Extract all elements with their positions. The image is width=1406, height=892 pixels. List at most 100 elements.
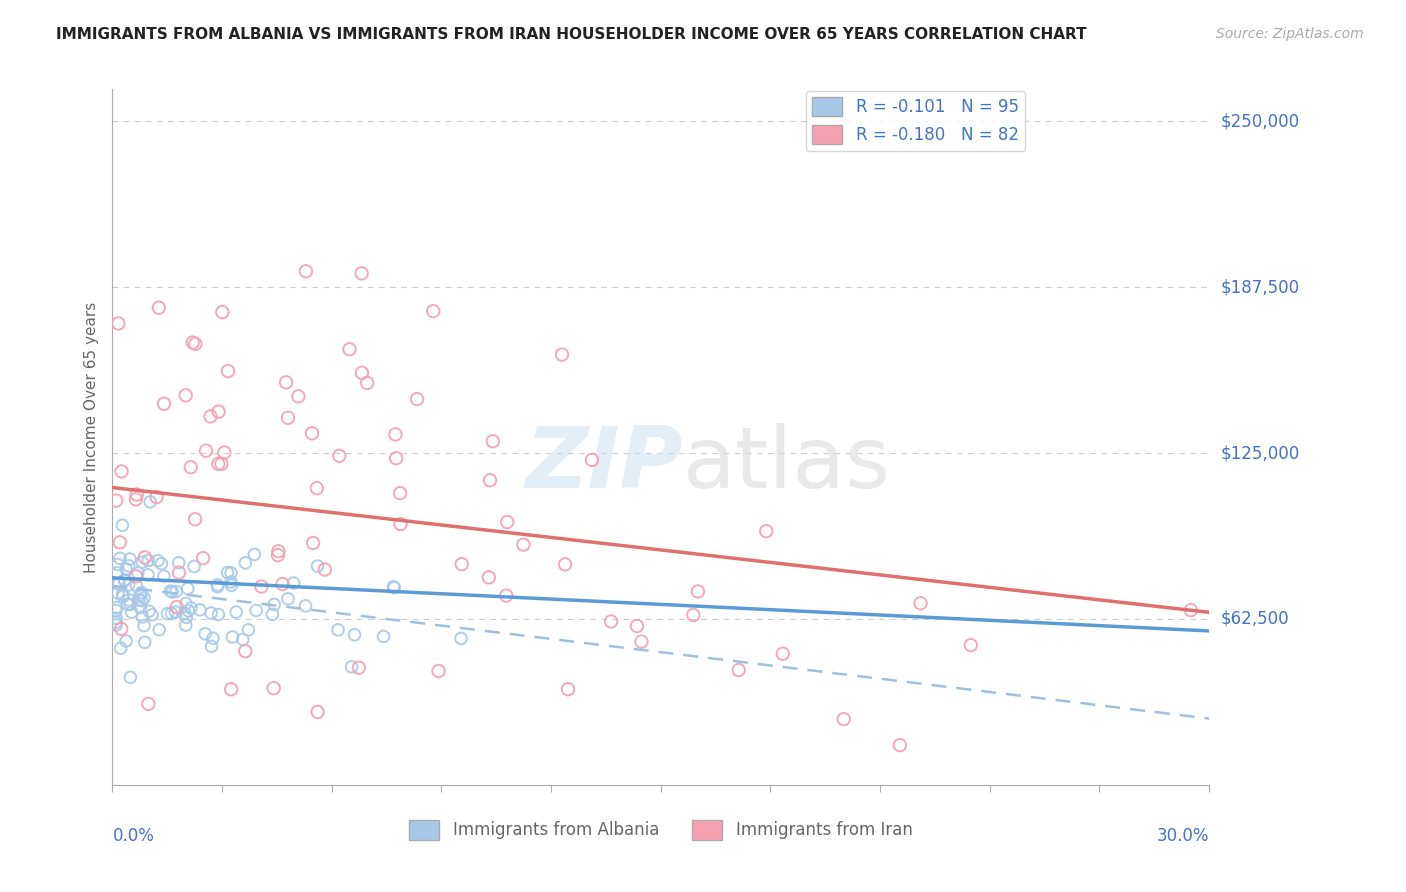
Point [127,566,149,580]
Point [235,556,257,570]
Point [167,556,190,570]
Point [131,555,153,569]
Point [177,582,200,596]
Point [384,427,406,442]
Point [134,635,156,649]
Point [166,600,188,615]
Point [129,600,152,615]
Point [233,644,256,658]
Point [114,573,136,587]
Point [450,632,472,646]
Point [314,562,336,576]
Point [139,495,162,509]
Point [174,597,197,611]
Point [134,550,156,565]
Point [221,630,243,644]
Point [682,607,704,622]
Point [910,596,932,610]
Point [959,638,981,652]
Point [110,464,132,478]
Point [131,585,153,599]
Point [131,610,153,624]
Point [385,451,408,466]
Point [356,376,378,390]
Text: atlas: atlas [683,424,891,507]
Point [118,558,141,573]
Point [105,618,128,632]
Point [263,681,285,695]
Point [105,611,128,625]
Point [184,337,207,351]
Point [1180,603,1202,617]
Point [211,305,233,319]
Point [626,619,648,633]
Point [176,610,198,624]
Point [114,574,136,588]
Point [105,615,128,630]
Point [128,592,150,607]
Point [209,457,232,471]
Point [125,492,148,507]
Point [478,473,501,487]
Point [174,618,197,632]
Point [129,588,152,602]
Point [340,660,363,674]
Point [554,558,576,572]
Point [301,426,323,441]
Point [125,487,148,501]
Point [343,628,366,642]
Point [107,317,129,331]
Point [232,632,254,647]
Point [478,570,501,584]
Point [105,493,128,508]
Point [207,404,229,418]
Point [551,348,574,362]
Point [350,366,373,380]
Point [207,607,229,622]
Point [118,593,141,607]
Text: IMMIGRANTS FROM ALBANIA VS IMMIGRANTS FROM IRAN HOUSEHOLDER INCOME OVER 65 YEARS: IMMIGRANTS FROM ALBANIA VS IMMIGRANTS FR… [56,27,1087,42]
Point [267,548,290,562]
Point [207,578,229,592]
Point [115,634,138,648]
Point [148,301,170,315]
Point [108,551,131,566]
Point [148,623,170,637]
Text: 0.0%: 0.0% [112,827,155,845]
Text: ZIP: ZIP [524,424,683,507]
Point [194,627,217,641]
Point [195,443,218,458]
Text: $250,000: $250,000 [1220,112,1299,130]
Text: Source: ZipAtlas.com: Source: ZipAtlas.com [1216,27,1364,41]
Point [294,599,316,613]
Point [630,634,652,648]
Point [283,576,305,591]
Point [153,569,176,583]
Point [146,554,169,568]
Legend: Immigrants from Albania, Immigrants from Iran: Immigrants from Albania, Immigrants from… [402,814,920,847]
Text: $187,500: $187,500 [1220,278,1299,296]
Point [219,566,242,580]
Point [180,460,202,475]
Point [302,536,325,550]
Point [107,577,129,591]
Point [832,712,855,726]
Point [145,490,167,504]
Point [389,517,412,532]
Point [382,580,405,594]
Point [180,601,202,615]
Point [134,591,156,605]
Point [138,604,160,618]
Point [219,682,242,697]
Point [207,580,229,594]
Point [243,547,266,561]
Point [326,623,349,637]
Point [120,598,142,612]
Point [339,343,361,357]
Point [512,538,534,552]
Point [188,603,211,617]
Point [136,553,159,567]
Point [350,266,373,280]
Point [250,580,273,594]
Point [160,607,183,621]
